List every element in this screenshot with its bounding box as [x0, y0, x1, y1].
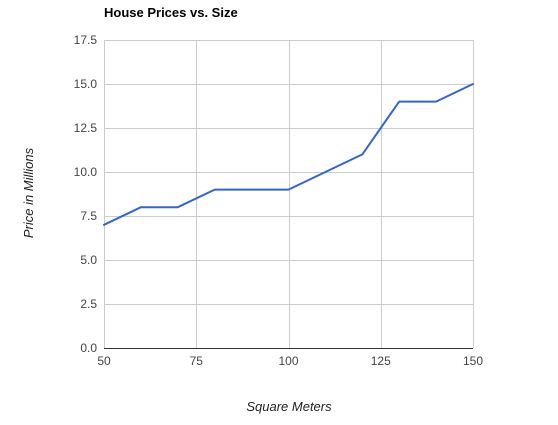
chart-title: House Prices vs. Size [104, 5, 238, 20]
series-line [103, 83, 474, 226]
y-tick-label: 15.0 [74, 77, 98, 91]
gridlines [104, 40, 474, 349]
y-tick-label: 2.5 [80, 297, 97, 311]
y-tick-label: 12.5 [74, 121, 98, 135]
x-axis-ticks: 50 75 100 125 150 [97, 354, 483, 368]
y-tick-label: 7.5 [80, 209, 97, 223]
x-tick-label: 75 [190, 354, 204, 368]
y-tick-label: 17.5 [74, 33, 98, 47]
y-tick-label: 5.0 [80, 253, 97, 267]
x-axis-label: Square Meters [246, 399, 332, 414]
y-tick-label: 10.0 [74, 165, 98, 179]
y-axis-label: Price in Millions [21, 147, 36, 238]
y-tick-label: 0.0 [80, 341, 97, 355]
y-axis-ticks: 0.0 2.5 5.0 7.5 10.0 12.5 15.0 17.5 [74, 33, 98, 355]
x-tick-label: 100 [278, 354, 298, 368]
x-tick-label: 150 [463, 354, 483, 368]
series-layer [103, 83, 474, 226]
x-tick-label: 50 [97, 354, 111, 368]
x-tick-label: 125 [371, 354, 391, 368]
